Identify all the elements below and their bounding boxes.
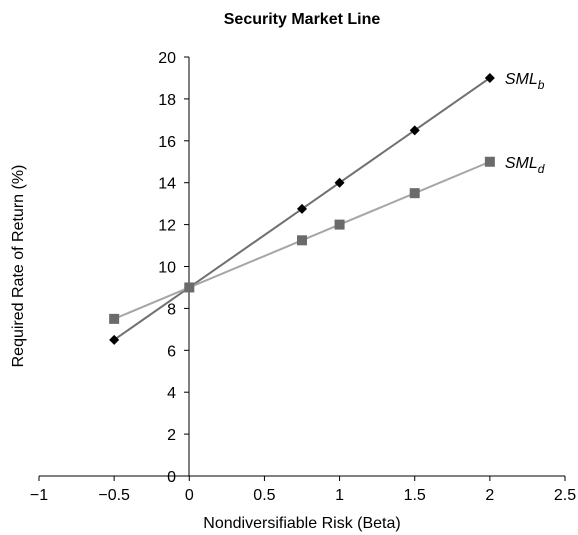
- data-point-square: [409, 188, 420, 199]
- series-label-subscript: b: [538, 78, 545, 92]
- series-label: SMLb: [505, 71, 545, 92]
- x-tick-label: −0.5: [98, 487, 130, 504]
- y-tick-label: 4: [167, 385, 176, 402]
- series-label-subscript: d: [538, 162, 545, 176]
- y-tick-label: 2: [167, 427, 176, 444]
- data-point-diamond: [334, 177, 345, 188]
- y-tick-label: 8: [167, 301, 176, 318]
- x-tick-label: 2.5: [554, 487, 576, 504]
- y-tick-label: 10: [158, 260, 176, 277]
- y-tick-label: 18: [158, 92, 176, 109]
- x-tick-label: 1.5: [404, 487, 426, 504]
- x-tick-label: 2: [485, 487, 494, 504]
- x-tick-label: −1: [30, 487, 48, 504]
- series-label-main: SML: [505, 71, 538, 88]
- series-line: [113, 77, 491, 341]
- x-axis-label: Nondiversifiable Risk (Beta): [203, 515, 400, 532]
- y-tick-label: 14: [158, 176, 176, 193]
- y-axis-label: Required Rate of Return (%): [10, 165, 27, 368]
- y-tick-label: 6: [167, 343, 176, 360]
- axes: [39, 57, 565, 477]
- chart-title: Security Market Line: [224, 11, 381, 28]
- data-point-diamond: [484, 72, 495, 83]
- data-point-square: [109, 313, 120, 324]
- x-tick-label: 1: [335, 487, 344, 504]
- series-sml-d: SMLd: [109, 155, 545, 324]
- y-tick-label: 16: [158, 134, 176, 151]
- y-tick-label: 0: [167, 469, 176, 486]
- y-ticks: 0 2 4 6 8 10 12 14 16 18 20: [158, 50, 189, 486]
- y-tick-label: 20: [158, 50, 176, 67]
- series-line: [113, 160, 491, 320]
- x-tick-label: 0.5: [253, 487, 275, 504]
- series-label: SMLd: [505, 155, 545, 176]
- data-point-square: [297, 235, 307, 246]
- x-tick-label: 0: [185, 487, 194, 504]
- data-point-square: [484, 156, 495, 167]
- data-point-square: [334, 219, 345, 230]
- data-point-diamond: [109, 334, 120, 345]
- series-label-main: SML: [505, 155, 538, 172]
- y-tick-label: 12: [158, 218, 176, 235]
- data-point-diamond: [297, 203, 307, 214]
- x-ticks: −1 −0.5 0 0.5 1 1.5 2 2.5: [30, 476, 576, 504]
- data-point-diamond: [409, 125, 420, 136]
- data-point-square: [184, 282, 195, 293]
